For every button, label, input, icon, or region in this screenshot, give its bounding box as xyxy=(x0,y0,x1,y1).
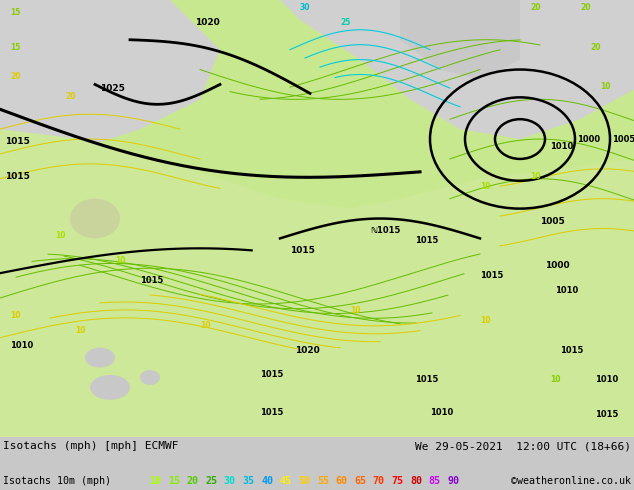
Text: 1010: 1010 xyxy=(10,341,33,350)
Text: 1015: 1015 xyxy=(5,137,30,146)
Text: 60: 60 xyxy=(335,476,347,486)
Text: 10: 10 xyxy=(75,326,86,335)
Text: 10: 10 xyxy=(150,476,161,486)
Text: 10: 10 xyxy=(200,321,210,330)
Text: 1020: 1020 xyxy=(295,345,320,355)
Text: 15: 15 xyxy=(10,43,20,51)
Text: 20: 20 xyxy=(10,73,20,81)
Text: 1020: 1020 xyxy=(195,18,220,27)
Text: 10: 10 xyxy=(10,311,20,320)
Text: 1005: 1005 xyxy=(612,135,634,144)
Text: 10: 10 xyxy=(550,375,560,385)
Text: 90: 90 xyxy=(448,476,459,486)
Text: 75: 75 xyxy=(391,476,403,486)
Text: 1015: 1015 xyxy=(5,172,30,181)
Text: 1010: 1010 xyxy=(550,142,573,151)
Text: We 29-05-2021  12:00 UTC (18+66): We 29-05-2021 12:00 UTC (18+66) xyxy=(415,441,631,451)
Text: 1015: 1015 xyxy=(480,271,503,280)
Text: 30: 30 xyxy=(300,3,311,12)
Text: 10: 10 xyxy=(115,256,126,265)
Ellipse shape xyxy=(85,348,115,368)
Text: 65: 65 xyxy=(354,476,366,486)
Ellipse shape xyxy=(140,370,160,385)
Text: 1000: 1000 xyxy=(545,261,569,270)
Text: 1015: 1015 xyxy=(260,370,283,379)
Text: 1015: 1015 xyxy=(595,410,618,419)
Text: 70: 70 xyxy=(373,476,385,486)
Text: 15: 15 xyxy=(10,8,20,17)
Text: ℕ1015: ℕ1015 xyxy=(370,226,401,235)
Text: 30: 30 xyxy=(224,476,236,486)
Text: 10: 10 xyxy=(55,231,65,241)
Text: 25: 25 xyxy=(205,476,217,486)
Text: 20: 20 xyxy=(65,92,75,101)
Text: ©weatheronline.co.uk: ©weatheronline.co.uk xyxy=(511,476,631,486)
Text: 10: 10 xyxy=(600,82,611,92)
Text: 1025: 1025 xyxy=(100,84,125,94)
Text: 1010: 1010 xyxy=(430,408,453,417)
Polygon shape xyxy=(280,0,634,139)
Text: 20: 20 xyxy=(590,43,600,51)
Text: 55: 55 xyxy=(317,476,329,486)
Text: 10: 10 xyxy=(480,182,491,191)
Text: 20: 20 xyxy=(186,476,198,486)
Text: 1015: 1015 xyxy=(260,408,283,417)
Text: 10: 10 xyxy=(480,316,491,325)
Text: 1015: 1015 xyxy=(560,345,583,355)
Polygon shape xyxy=(0,0,220,149)
Text: 15: 15 xyxy=(168,476,180,486)
Text: 1015: 1015 xyxy=(415,375,438,385)
Text: 10: 10 xyxy=(350,306,361,315)
Text: 50: 50 xyxy=(299,476,310,486)
Text: 1010: 1010 xyxy=(595,375,618,385)
Text: 80: 80 xyxy=(410,476,422,486)
Text: 1005: 1005 xyxy=(540,217,565,225)
Text: 35: 35 xyxy=(242,476,254,486)
Text: 25: 25 xyxy=(340,18,351,27)
Text: 40: 40 xyxy=(261,476,273,486)
Polygon shape xyxy=(400,0,520,79)
Text: 1015: 1015 xyxy=(415,236,438,245)
Text: 1015: 1015 xyxy=(140,276,164,285)
Text: Isotachs 10m (mph): Isotachs 10m (mph) xyxy=(3,476,111,486)
Text: 1015: 1015 xyxy=(290,246,315,255)
Text: 1010: 1010 xyxy=(555,286,578,295)
Text: 10: 10 xyxy=(530,172,541,181)
Text: 85: 85 xyxy=(429,476,441,486)
Text: 20: 20 xyxy=(580,3,590,12)
Text: 20: 20 xyxy=(530,3,541,12)
Ellipse shape xyxy=(90,375,130,400)
Text: 45: 45 xyxy=(280,476,292,486)
Polygon shape xyxy=(0,129,634,437)
Text: 1000: 1000 xyxy=(577,135,600,144)
Text: Isotachs (mph) [mph] ECMWF: Isotachs (mph) [mph] ECMWF xyxy=(3,441,179,451)
Ellipse shape xyxy=(70,198,120,239)
